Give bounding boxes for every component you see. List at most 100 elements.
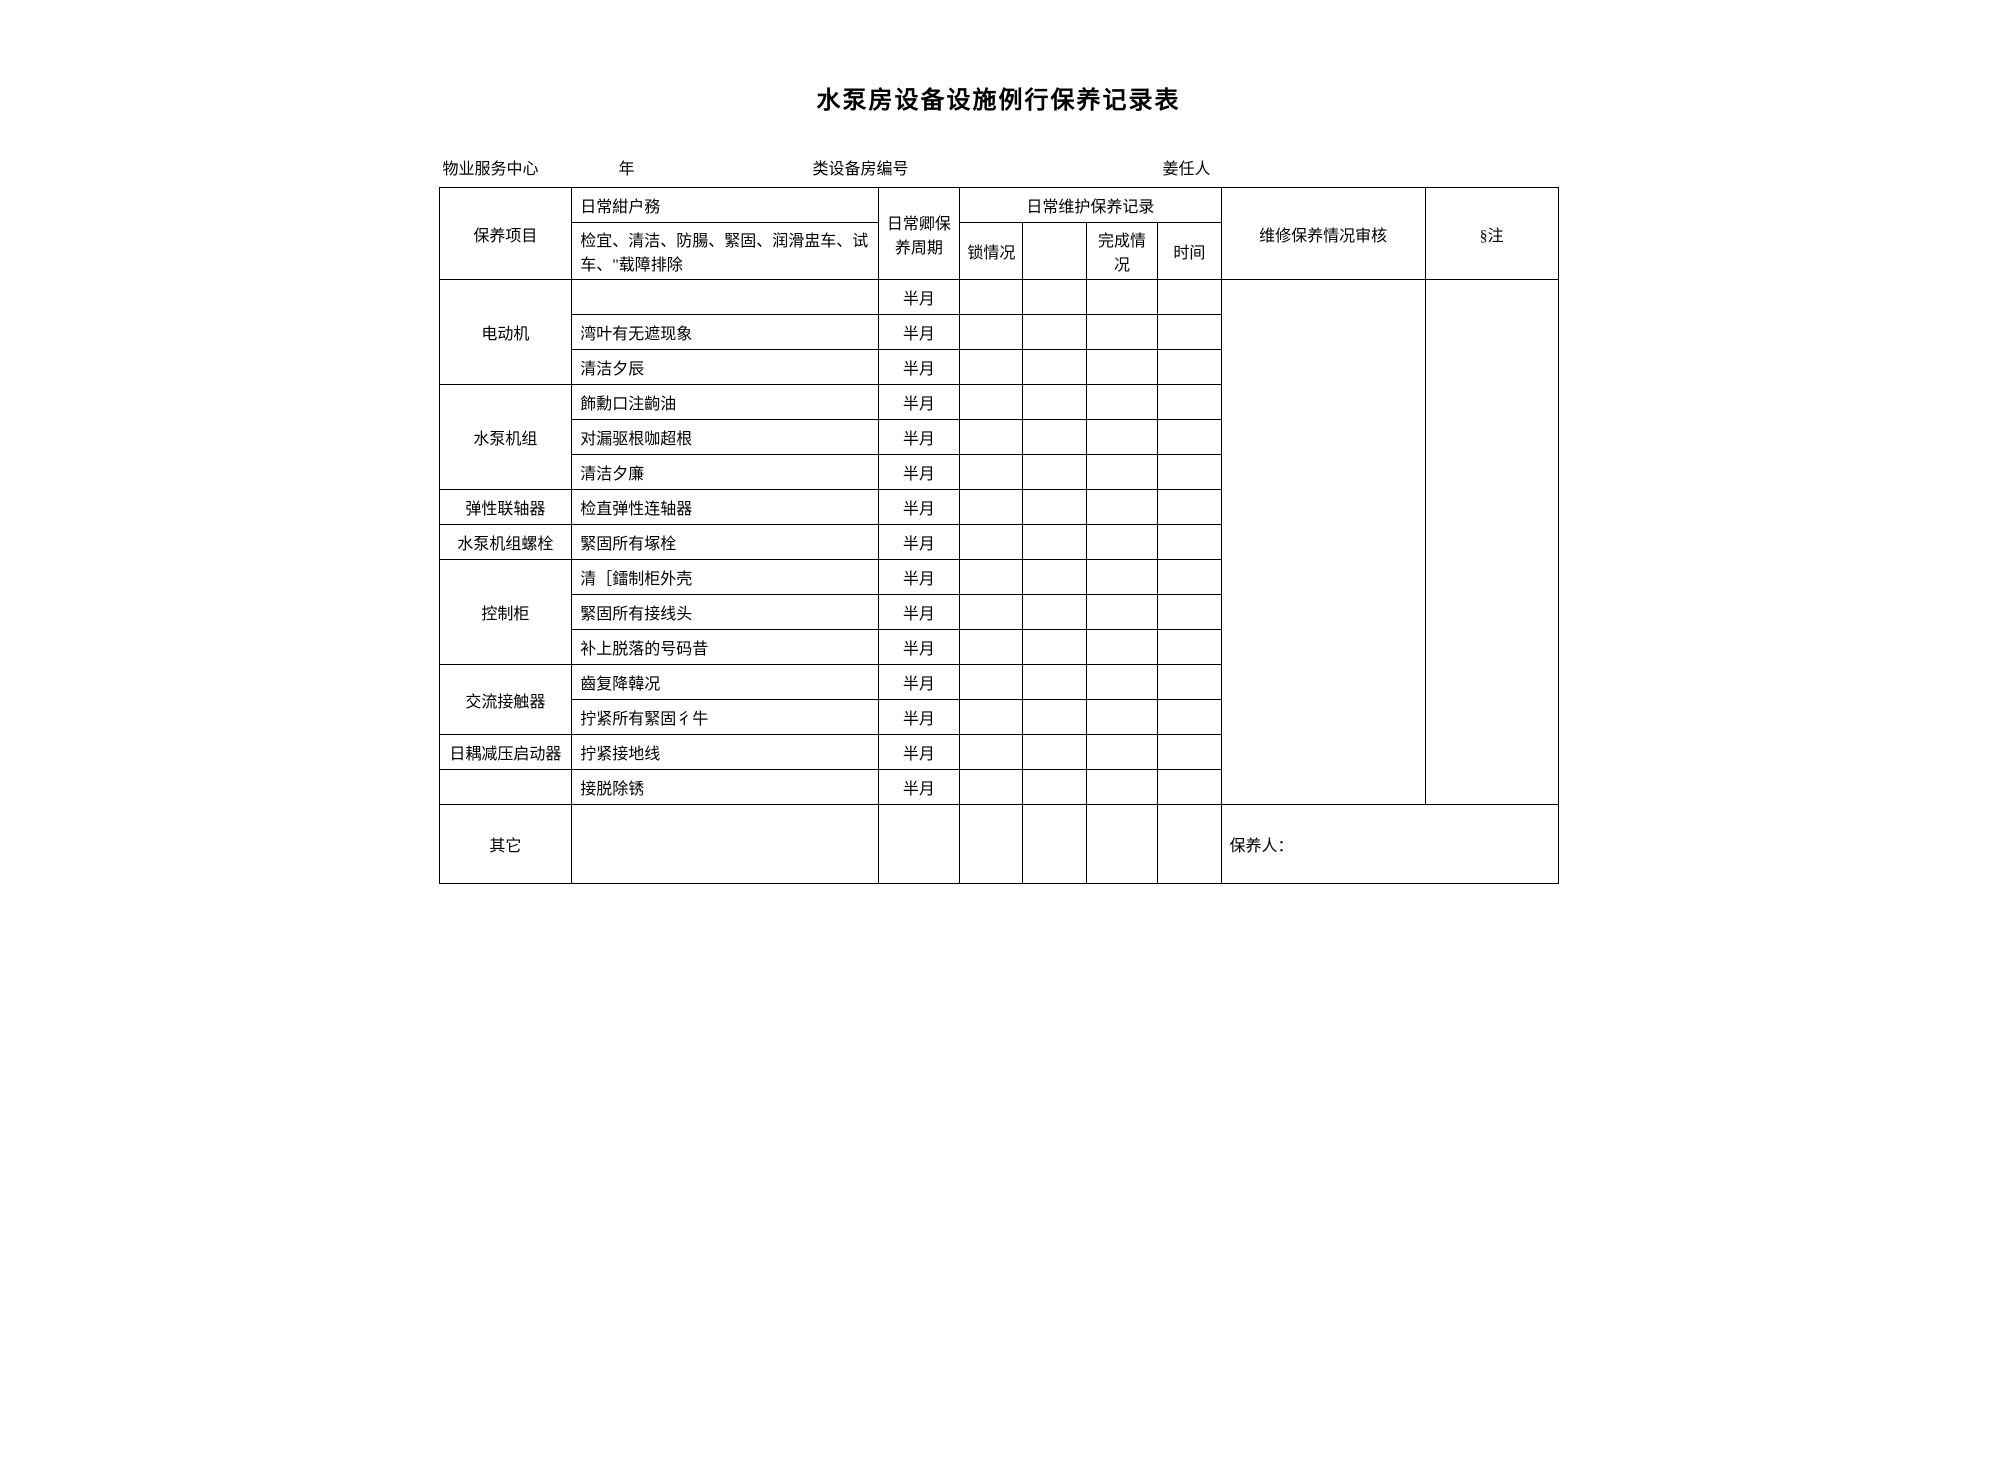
desc-cell: 接脱除锈 <box>572 770 878 805</box>
desc-cell: 飾勳口注齣油 <box>572 385 878 420</box>
empty-cell <box>1158 595 1221 630</box>
empty-cell <box>1086 525 1157 560</box>
empty-cell <box>1023 455 1086 490</box>
empty-cell <box>1158 455 1221 490</box>
empty-cell <box>960 595 1023 630</box>
empty-cell <box>1086 280 1157 315</box>
empty-cell <box>1158 700 1221 735</box>
hdr-col1: 保养项目 <box>439 188 572 280</box>
empty-cell <box>1023 385 1086 420</box>
remark-cell <box>1425 280 1558 805</box>
period-cell: 半月 <box>878 525 960 560</box>
empty-cell <box>1158 315 1221 350</box>
group-cell: 弹性联轴器 <box>439 490 572 525</box>
info-service-center: 物业服务中心 <box>443 155 539 179</box>
hdr-col4: 锁情况 <box>960 223 1023 280</box>
desc-cell: 緊固所有塚栓 <box>572 525 878 560</box>
desc-cell: 緊固所有接线头 <box>572 595 878 630</box>
empty-cell <box>1086 350 1157 385</box>
empty-cell <box>1086 560 1157 595</box>
period-cell: 半月 <box>878 315 960 350</box>
empty-cell <box>1158 525 1221 560</box>
footer-empty <box>960 805 1023 884</box>
info-row: 物业服务中心 年 类设备房编号 姜任人 <box>439 155 1559 179</box>
maintenance-table: 保养项目 日常紺户務 日常卿保养周期 日常维护保养记录 维修保养情况审核 §注 … <box>439 187 1559 884</box>
footer-group: 其它 <box>439 805 572 884</box>
info-left: 物业服务中心 年 <box>443 155 813 179</box>
empty-cell <box>960 735 1023 770</box>
hdr-col8: 维修保养情况审核 <box>1221 188 1425 280</box>
hdr-daily-group: 日常维护保养记录 <box>960 188 1221 223</box>
empty-cell <box>960 700 1023 735</box>
desc-cell: 清洁夕辰 <box>572 350 878 385</box>
empty-cell <box>1158 280 1221 315</box>
period-cell: 半月 <box>878 280 960 315</box>
empty-cell <box>1086 595 1157 630</box>
empty-cell <box>960 630 1023 665</box>
empty-cell <box>1158 630 1221 665</box>
empty-cell <box>1023 420 1086 455</box>
empty-cell <box>960 560 1023 595</box>
empty-cell <box>960 525 1023 560</box>
desc-cell: 拧紧接地线 <box>572 735 878 770</box>
period-cell: 半月 <box>878 700 960 735</box>
period-cell: 半月 <box>878 735 960 770</box>
empty-cell <box>1086 490 1157 525</box>
period-cell: 半月 <box>878 455 960 490</box>
empty-cell <box>1023 735 1086 770</box>
empty-cell <box>1086 665 1157 700</box>
empty-cell <box>1023 770 1086 805</box>
info-person: 姜任人 <box>1163 155 1555 179</box>
footer-signer: 保养人： <box>1221 805 1558 884</box>
desc-cell: 检直弹性连轴器 <box>572 490 878 525</box>
group-cell: 日耦减压启动器 <box>439 735 572 770</box>
page: 水泵房设备设施例行保养记录表 物业服务中心 年 类设备房编号 姜任人 保养项目 … <box>439 80 1559 884</box>
period-cell: 半月 <box>878 630 960 665</box>
desc-cell: 拧紧所有緊固彳牛 <box>572 700 878 735</box>
empty-cell <box>1086 385 1157 420</box>
empty-cell <box>1023 595 1086 630</box>
info-year: 年 <box>619 155 635 179</box>
hdr-col5 <box>1023 223 1086 280</box>
period-cell: 半月 <box>878 665 960 700</box>
header-row-1: 保养项目 日常紺户務 日常卿保养周期 日常维护保养记录 维修保养情况审核 §注 <box>439 188 1558 223</box>
period-cell: 半月 <box>878 490 960 525</box>
empty-cell <box>1086 315 1157 350</box>
footer-desc <box>572 805 878 884</box>
group-cell: 电动机 <box>439 280 572 385</box>
footer-period <box>878 805 960 884</box>
audit-cell <box>1221 280 1425 805</box>
empty-cell <box>1158 560 1221 595</box>
empty-cell <box>1158 420 1221 455</box>
period-cell: 半月 <box>878 385 960 420</box>
empty-cell <box>1158 735 1221 770</box>
desc-cell <box>572 280 878 315</box>
group-cell: 水泵机组 <box>439 385 572 490</box>
period-cell: 半月 <box>878 350 960 385</box>
empty-cell <box>1023 280 1086 315</box>
hdr-col9: §注 <box>1425 188 1558 280</box>
hdr-col3: 日常卿保养周期 <box>878 188 960 280</box>
empty-cell <box>1023 630 1086 665</box>
empty-cell <box>960 455 1023 490</box>
footer-row: 其它 保养人： <box>439 805 1558 884</box>
desc-cell: 补上脱落的号码昔 <box>572 630 878 665</box>
desc-cell: 齒复降韓况 <box>572 665 878 700</box>
empty-cell <box>1086 700 1157 735</box>
empty-cell <box>960 420 1023 455</box>
group-cell: 水泵机组螺栓 <box>439 525 572 560</box>
empty-cell <box>1086 770 1157 805</box>
group-cell: 交流接触器 <box>439 665 572 735</box>
desc-cell: 清［鐳制柜外壳 <box>572 560 878 595</box>
desc-cell: 湾叶有无遮现象 <box>572 315 878 350</box>
empty-cell <box>960 490 1023 525</box>
group-cell <box>439 770 572 805</box>
desc-cell: 清洁夕廉 <box>572 455 878 490</box>
empty-cell <box>1023 315 1086 350</box>
period-cell: 半月 <box>878 560 960 595</box>
empty-cell <box>960 770 1023 805</box>
info-room-no: 类设备房编号 <box>813 155 1163 179</box>
empty-cell <box>960 280 1023 315</box>
footer-empty <box>1158 805 1221 884</box>
empty-cell <box>1086 420 1157 455</box>
